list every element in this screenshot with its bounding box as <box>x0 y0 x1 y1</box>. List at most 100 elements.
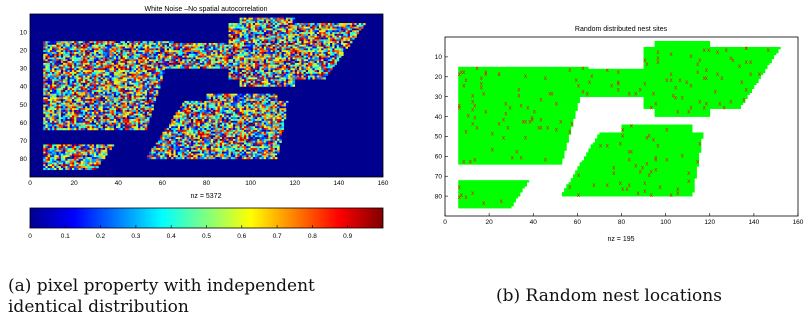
noise-cell <box>274 71 278 75</box>
noise-cell <box>202 102 205 105</box>
noise-cell <box>334 32 337 35</box>
noise-cell <box>184 57 187 60</box>
noise-cell <box>160 66 163 69</box>
noise-cell <box>180 66 183 69</box>
noise-cell <box>325 26 329 29</box>
noise-cell <box>69 102 73 105</box>
noise-cell <box>93 68 97 71</box>
noise-cell <box>52 113 55 116</box>
noise-cell <box>288 23 291 26</box>
noise-cell <box>45 62 48 66</box>
noise-cell <box>244 97 247 100</box>
noise-cell <box>257 68 260 71</box>
noise-cell <box>248 19 251 22</box>
noise-cell <box>89 52 93 55</box>
noise-cell <box>52 81 55 84</box>
noise-cell <box>124 93 128 96</box>
noise-cell <box>268 79 271 82</box>
noise-cell <box>241 26 245 29</box>
noise-cell <box>279 108 282 111</box>
noise-cell <box>325 39 329 42</box>
noise-cell <box>96 42 99 46</box>
noise-cell <box>133 42 137 46</box>
noise-cell <box>63 55 66 58</box>
noise-cell <box>67 48 71 51</box>
noise-cell <box>268 50 271 53</box>
noise-cell <box>109 91 112 94</box>
noise-cell <box>133 95 137 98</box>
noise-cell <box>118 99 121 102</box>
noise-cell <box>241 59 245 62</box>
noise-cell <box>65 115 68 118</box>
noise-cell <box>80 115 84 118</box>
noise-cell <box>193 108 196 111</box>
noise-cell <box>127 71 130 75</box>
noise-cell <box>246 113 249 116</box>
noise-cell <box>277 68 280 71</box>
noise-cell <box>188 108 192 111</box>
noise-cell <box>71 59 75 62</box>
noise-cell <box>285 30 289 33</box>
noise-cell <box>135 91 139 94</box>
noise-cell <box>122 97 126 100</box>
noise-cell <box>105 75 108 78</box>
noise-cell <box>358 24 362 27</box>
noise-cell <box>259 32 262 35</box>
noise-cell <box>91 64 95 67</box>
noise-cell <box>294 57 298 60</box>
noise-cell <box>133 109 137 113</box>
noise-cell <box>85 73 88 76</box>
noise-cell <box>327 39 331 42</box>
noise-cell <box>124 97 128 100</box>
noise-cell <box>250 73 254 76</box>
noise-cell <box>248 37 251 40</box>
noise-cell <box>60 102 64 105</box>
noise-cell <box>305 53 309 56</box>
noise-cell <box>248 28 251 31</box>
noise-cell <box>82 55 86 58</box>
noise-cell <box>248 62 251 66</box>
noise-cell <box>93 75 97 78</box>
noise-cell <box>122 81 126 84</box>
noise-cell <box>270 39 273 42</box>
noise-cell <box>263 79 267 82</box>
noise-cell <box>102 88 106 91</box>
noise-cell <box>327 26 331 29</box>
noise-cell <box>63 68 66 71</box>
noise-cell <box>259 48 262 51</box>
noise-cell <box>259 77 262 80</box>
noise-cell <box>144 66 148 69</box>
noise-cell <box>109 46 112 49</box>
noise-cell <box>334 23 337 26</box>
noise-cell <box>52 99 55 102</box>
noise-cell <box>213 115 216 118</box>
noise-cell <box>321 68 324 71</box>
noise-cell <box>263 97 267 100</box>
noise-cell <box>215 57 218 60</box>
noise-cell <box>244 66 247 69</box>
noise-cell <box>160 59 163 62</box>
noise-cell <box>138 55 141 58</box>
noise-cell <box>47 99 51 102</box>
noise-cell <box>336 48 340 51</box>
noise-cell <box>87 46 90 49</box>
noise-cell <box>230 53 234 56</box>
noise-cell <box>314 23 318 26</box>
noise-cell <box>140 59 143 62</box>
noise-cell <box>299 42 302 46</box>
noise-cell <box>213 55 216 58</box>
noise-cell <box>274 37 278 40</box>
noise-cell <box>219 115 223 118</box>
noise-cell <box>323 50 326 53</box>
noise-cell <box>113 44 117 47</box>
noise-cell <box>146 100 150 104</box>
noise-cell <box>98 46 101 49</box>
noise-cell <box>274 24 278 27</box>
noise-cell <box>60 77 64 80</box>
noise-cell <box>299 57 302 60</box>
noise-cell <box>272 62 276 66</box>
noise-cell <box>250 109 254 113</box>
noise-cell <box>109 42 112 46</box>
noise-cell <box>102 70 106 73</box>
noise-cell <box>131 93 134 96</box>
